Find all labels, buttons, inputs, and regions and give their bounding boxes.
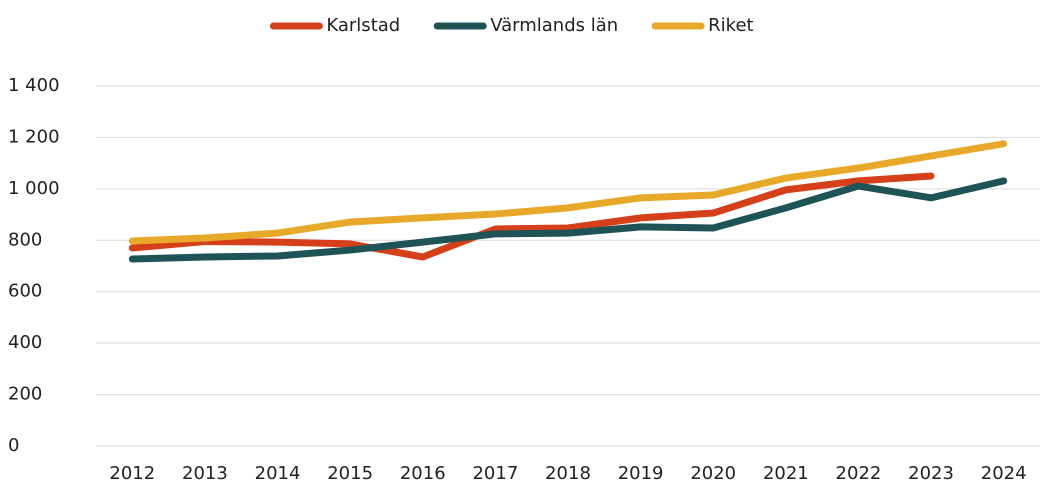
x-tick-label: 2012 xyxy=(109,463,155,484)
y-tick-label: 1 200 xyxy=(8,126,60,147)
x-tick-label: 2016 xyxy=(400,463,446,484)
y-tick-label: 600 xyxy=(8,281,42,302)
x-tick-label: 2014 xyxy=(255,463,301,484)
x-tick-label: 2022 xyxy=(836,463,882,484)
x-tick-label: 2017 xyxy=(472,463,518,484)
x-tick-label: 2019 xyxy=(618,463,664,484)
x-tick-label: 2013 xyxy=(182,463,228,484)
legend-label: Karlstad xyxy=(326,15,400,36)
series-line xyxy=(128,172,935,261)
legend-label: Riket xyxy=(708,15,753,36)
legend-label: Värmlands län xyxy=(490,15,618,36)
x-tick-label: 2024 xyxy=(981,463,1027,484)
x-tick-label: 2018 xyxy=(545,463,591,484)
series-line xyxy=(128,177,1008,263)
y-tick-label: 1 400 xyxy=(8,75,60,96)
series-line xyxy=(128,140,1008,245)
y-tick-label: 800 xyxy=(8,229,42,250)
x-tick-label: 2021 xyxy=(763,463,809,484)
y-tick-label: 1 000 xyxy=(8,178,60,199)
x-tick-label: 2020 xyxy=(690,463,736,484)
x-tick-label: 2023 xyxy=(908,463,954,484)
y-tick-label: 0 xyxy=(8,435,19,456)
x-tick-label: 2015 xyxy=(327,463,373,484)
y-tick-label: 200 xyxy=(8,384,42,405)
y-tick-label: 400 xyxy=(8,332,42,353)
